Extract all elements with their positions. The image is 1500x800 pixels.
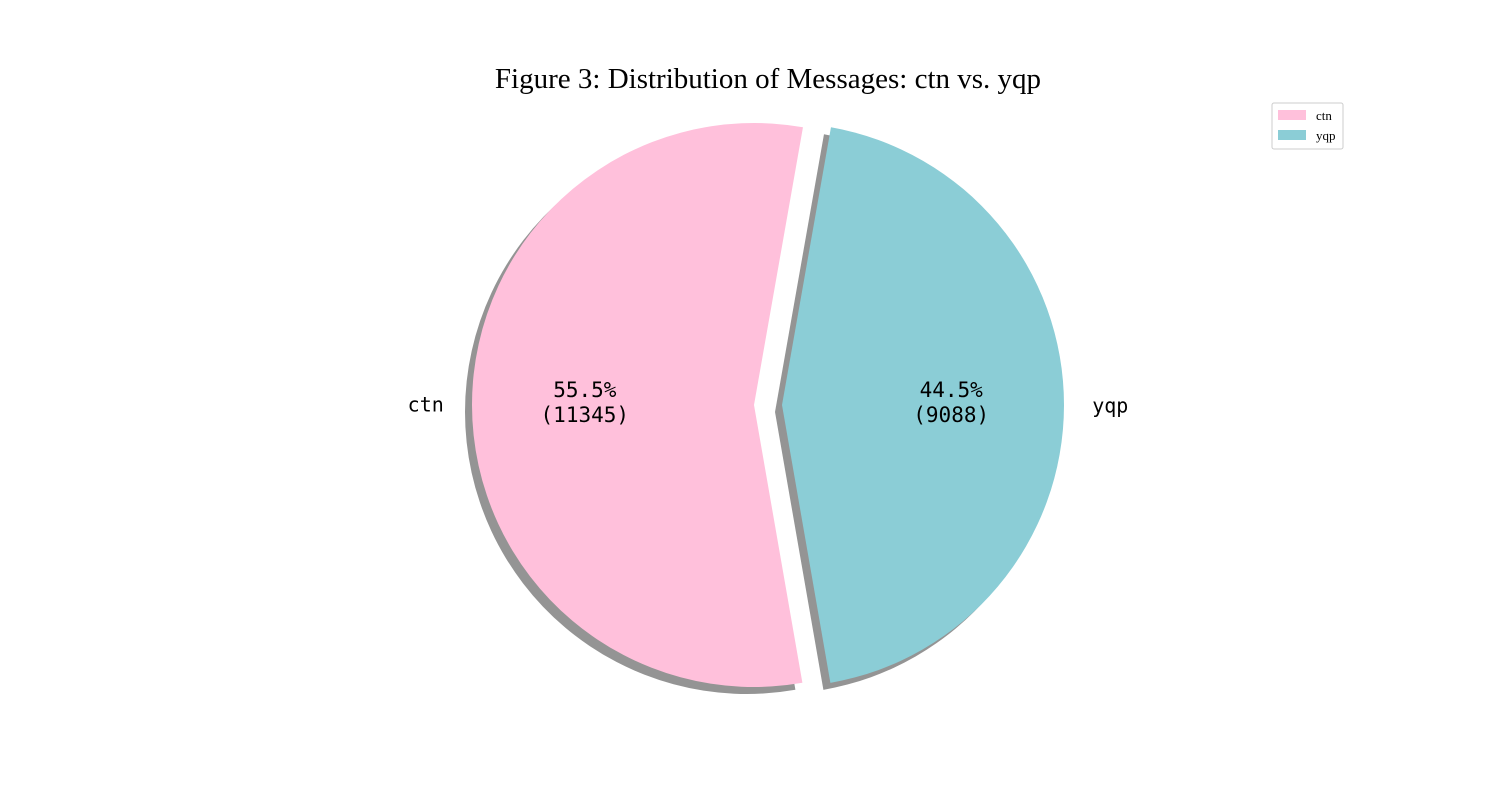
legend-swatch-ctn xyxy=(1278,110,1306,120)
count-label-yqp: (9088) xyxy=(913,403,989,427)
legend-label-yqp: yqp xyxy=(1316,128,1336,143)
slices xyxy=(471,122,1064,687)
slice-ctn xyxy=(471,122,803,687)
legend-swatch-yqp xyxy=(1278,130,1306,140)
percent-label-yqp: 44.5% xyxy=(920,378,984,402)
chart-title: Figure 3: Distribution of Messages: ctn … xyxy=(495,63,1041,95)
category-label-ctn: ctn xyxy=(408,393,444,417)
count-label-ctn: (11345) xyxy=(541,403,630,427)
legend: ctn yqp xyxy=(1271,102,1344,150)
slice-yqp xyxy=(782,127,1064,683)
category-label-yqp: yqp xyxy=(1092,393,1128,417)
legend-label-ctn: ctn xyxy=(1316,108,1332,123)
percent-label-ctn: 55.5% xyxy=(553,378,617,402)
slice-labels: 55.5%(11345) ctn 44.5%(9088) yqp xyxy=(408,378,1129,427)
